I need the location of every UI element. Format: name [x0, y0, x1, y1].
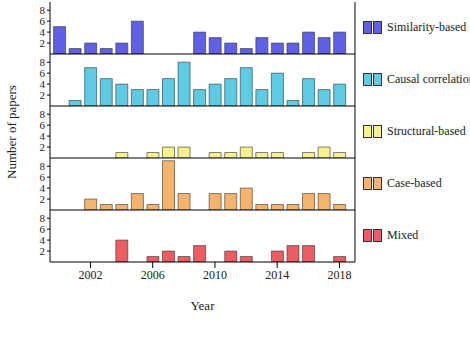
- svg-text:2: 2: [40, 37, 46, 49]
- svg-text:2014: 2014: [265, 268, 289, 282]
- html-text:Year: Year: [190, 298, 215, 313]
- svg-text:8: 8: [40, 108, 46, 120]
- svg-text:4: 4: [40, 182, 46, 194]
- svg-text:8: 8: [40, 4, 46, 16]
- svg-text:8: 8: [40, 160, 46, 172]
- svg-text:6: 6: [40, 67, 46, 79]
- svg-text:8: 8: [40, 56, 46, 68]
- svg-text:2: 2: [40, 245, 46, 257]
- svg-text:4: 4: [40, 234, 46, 246]
- svg-text:2010: 2010: [203, 268, 227, 282]
- svg-text:6: 6: [40, 15, 46, 27]
- svg-text:6: 6: [40, 223, 46, 235]
- svg-text:2: 2: [40, 141, 46, 153]
- svg-text:4: 4: [40, 130, 46, 142]
- svg-text:2018: 2018: [327, 268, 351, 282]
- svg-text:4: 4: [40, 26, 46, 38]
- html-text:Mixed: Mixed: [387, 228, 419, 242]
- svg-text:6: 6: [40, 119, 46, 131]
- html-text:Similarity-based: Similarity-based: [387, 20, 467, 34]
- svg-text:2: 2: [40, 89, 46, 101]
- html-text:Number of papers: Number of papers: [4, 85, 19, 179]
- svg-text:6: 6: [40, 171, 46, 183]
- svg-text:2002: 2002: [78, 268, 102, 282]
- svg-text:2: 2: [40, 193, 46, 205]
- svg-text:4: 4: [40, 78, 46, 90]
- html-text:Structural-based: Structural-based: [387, 124, 466, 138]
- svg-text:2006: 2006: [141, 268, 165, 282]
- svg-text:8: 8: [40, 212, 46, 224]
- html-text:Case-based: Case-based: [387, 176, 442, 190]
